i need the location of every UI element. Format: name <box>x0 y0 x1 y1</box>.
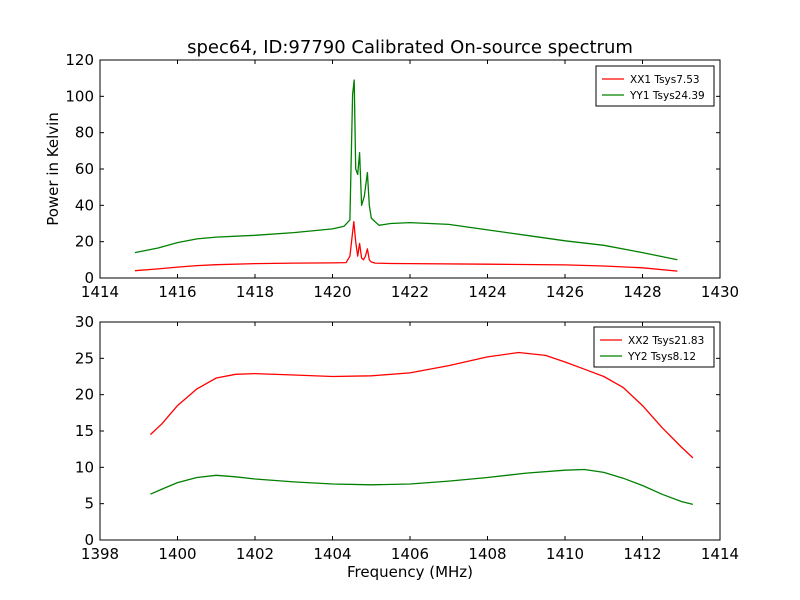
x-tick-label: 1420 <box>313 283 351 301</box>
ylabel-top: Power in Kelvin <box>44 112 62 226</box>
series-line-1-1 <box>134 221 678 272</box>
y-tick-label: 0 <box>84 269 94 287</box>
y-tick-label: 10 <box>75 458 94 476</box>
legend-box <box>593 326 715 368</box>
chart-title: spec64, ID:97790 Calibrated On-source sp… <box>187 37 633 58</box>
x-tick-label: 1430 <box>701 283 739 301</box>
x-tick-label: 1422 <box>391 283 429 301</box>
plot-bottom: 1398 1400 1402 1404 1406 1408 1410 1412 1414 0 5 10… <box>75 313 739 563</box>
x-tick-label: 1398 <box>81 545 119 563</box>
xlabel-bottom: Frequency (MHz) <box>347 563 473 581</box>
x-tick-label: 1428 <box>623 283 661 301</box>
legend-label: YY2 Tsys8.12 <box>627 351 696 363</box>
series-line-2-1 <box>149 351 694 459</box>
x-tick-label: 1400 <box>158 545 196 563</box>
y-tick-label: 20 <box>75 233 94 251</box>
series-line-2-2 <box>150 468 694 506</box>
x-tick-label: 1402 <box>236 545 274 563</box>
y-tick-label: 60 <box>75 160 94 178</box>
x-tick-label: 1414 <box>81 283 119 301</box>
legend-label: XX2 Tsys21.83 <box>628 335 704 347</box>
x-tick-label: 1412 <box>623 545 661 563</box>
x-tick-label: 1410 <box>546 545 584 563</box>
legend-box <box>595 65 715 107</box>
legend-label: XX1 Tsys7.53 <box>630 74 700 86</box>
y-tick-label: 40 <box>75 196 94 214</box>
series-line-1-2 <box>134 79 678 261</box>
y-tick-label: 15 <box>75 422 94 440</box>
y-tick-label: 30 <box>75 313 94 331</box>
y-tick-label: 80 <box>75 124 94 142</box>
x-tick-label: 1424 <box>468 283 506 301</box>
legend-label: YY1 Tsys24.39 <box>629 90 705 102</box>
y-tick-label: 120 <box>65 51 94 69</box>
y-tick-label: 0 <box>84 531 94 549</box>
y-tick-label: 25 <box>75 349 94 367</box>
x-tick-label: 1416 <box>158 283 196 301</box>
x-tick-label: 1418 <box>236 283 274 301</box>
y-tick-label: 5 <box>84 495 94 513</box>
x-tick-label: 1426 <box>546 283 584 301</box>
y-tick-label: 100 <box>65 87 94 105</box>
plot-top: 1414 1416 1418 1420 1422 1424 1426 1428 1430 0 20 4… <box>65 51 739 301</box>
x-tick-label: 1414 <box>701 545 739 563</box>
x-tick-label: 1406 <box>391 545 429 563</box>
x-tick-label: 1404 <box>313 545 351 563</box>
y-tick-label: 20 <box>75 386 94 404</box>
x-tick-label: 1408 <box>468 545 506 563</box>
